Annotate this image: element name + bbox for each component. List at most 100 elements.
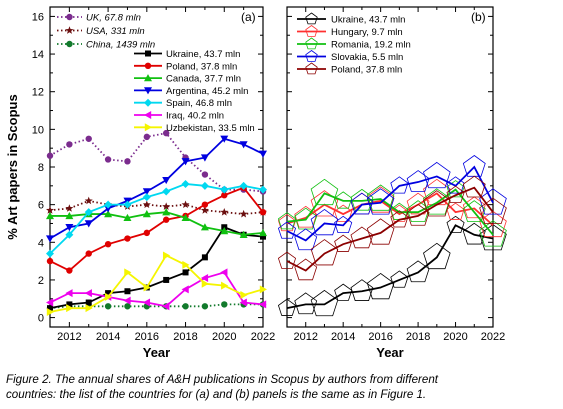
- data-point: [220, 227, 229, 235]
- data-point: [259, 185, 267, 194]
- data-point: [84, 208, 93, 217]
- x-tick-label: 2022: [251, 331, 275, 343]
- error-pentagon: [350, 279, 374, 301]
- data-point: [259, 300, 267, 309]
- data-point: [162, 302, 170, 311]
- data-point: [162, 208, 171, 216]
- legend-marker: [305, 37, 318, 50]
- data-point: [239, 298, 247, 307]
- error-pentagon: [277, 221, 297, 239]
- legend-label: Spain, 46.8 mln: [166, 98, 232, 109]
- y-tick-label: 12: [32, 87, 44, 99]
- legend-marker: [144, 111, 152, 119]
- data-point: [46, 211, 54, 220]
- data-point: [84, 289, 92, 298]
- data-point: [66, 267, 73, 274]
- error-pentagon: [310, 178, 339, 206]
- error-pentagon: [446, 180, 465, 198]
- y-tick-label: 14: [32, 49, 44, 61]
- error-pentagon: [406, 170, 430, 192]
- legend-marker: [305, 50, 318, 62]
- y-tick-label: 8: [38, 162, 44, 174]
- error-pentagon: [294, 292, 318, 315]
- error-pentagon: [423, 188, 451, 215]
- data-point: [46, 257, 54, 265]
- x-tick-label: 2012: [293, 331, 317, 343]
- data-point: [123, 296, 131, 305]
- legend-label: Uzbekistan, 33.5 mln: [166, 123, 255, 134]
- data-point: [142, 210, 151, 218]
- data-point: [85, 299, 92, 306]
- data-point: [65, 224, 74, 232]
- y-axis-title: % Art papers in Scopus: [5, 94, 20, 239]
- data-point: [259, 285, 267, 294]
- x-tick-label: 2016: [368, 331, 392, 343]
- data-point: [104, 303, 112, 310]
- data-point: [46, 235, 54, 243]
- error-pentagon: [350, 226, 374, 249]
- y-tick-label: 0: [38, 313, 44, 325]
- error-pentagon: [390, 210, 409, 228]
- data-point: [181, 179, 190, 188]
- series-line: [49, 183, 264, 255]
- data-point: [259, 208, 267, 216]
- legend-label: Poland, 37.8 mln: [166, 61, 237, 72]
- data-point: [259, 228, 267, 237]
- error-pentagon: [334, 215, 353, 234]
- data-point: [220, 185, 229, 194]
- data-point: [182, 260, 190, 269]
- data-point: [181, 285, 189, 294]
- error-pentagon: [446, 215, 465, 234]
- data-point: [85, 304, 93, 313]
- legend-label: USA, 331 mln: [86, 26, 145, 37]
- data-point: [200, 206, 209, 214]
- error-pentagon: [462, 200, 486, 222]
- data-point: [124, 288, 131, 295]
- data-point: [220, 135, 229, 143]
- series-line: [49, 254, 264, 313]
- data-point: [142, 200, 151, 209]
- series-line: [49, 226, 264, 310]
- error-pentagon: [334, 283, 353, 301]
- data-point: [221, 192, 228, 199]
- legend-marker: [305, 25, 318, 37]
- data-point: [46, 249, 54, 258]
- data-point: [65, 204, 74, 212]
- legend-marker: [144, 98, 152, 107]
- data-point: [65, 211, 74, 220]
- data-point: [181, 200, 190, 209]
- data-point: [220, 268, 228, 277]
- data-point: [124, 158, 131, 165]
- data-point: [201, 171, 209, 178]
- data-point: [221, 281, 229, 290]
- series-line: [49, 199, 264, 215]
- error-pentagon: [390, 176, 409, 194]
- series-line: [49, 137, 264, 240]
- data-point: [142, 298, 151, 307]
- panel-a-chart: 2012 2014 2016 2018 2020 2022 0 2 4 6 8 10 12 14 16 Yea…: [5, 6, 275, 360]
- data-point: [142, 193, 151, 202]
- series-line: [286, 224, 494, 310]
- legend-label: Poland, 37.8 mln: [331, 65, 402, 76]
- data-point: [84, 196, 93, 205]
- data-point: [104, 292, 113, 301]
- data-point: [259, 150, 267, 158]
- data-point: [162, 176, 171, 185]
- data-point: [142, 188, 151, 196]
- data-point: [239, 181, 248, 190]
- data-point: [201, 201, 209, 208]
- data-point: [163, 276, 170, 283]
- data-point: [239, 230, 248, 238]
- data-point: [221, 301, 228, 308]
- x-tick-label: 2016: [135, 331, 159, 343]
- panel-label: (b): [471, 10, 486, 24]
- data-point: [143, 133, 151, 141]
- data-point: [65, 289, 73, 298]
- y-tick-label: 4: [38, 237, 44, 249]
- x-tick-label: 2022: [481, 331, 505, 343]
- error-pentagon: [334, 234, 353, 252]
- data-point: [46, 152, 54, 159]
- error-pentagon: [310, 289, 339, 317]
- x-tick-label: 2012: [57, 331, 81, 343]
- error-pentagon: [462, 175, 486, 198]
